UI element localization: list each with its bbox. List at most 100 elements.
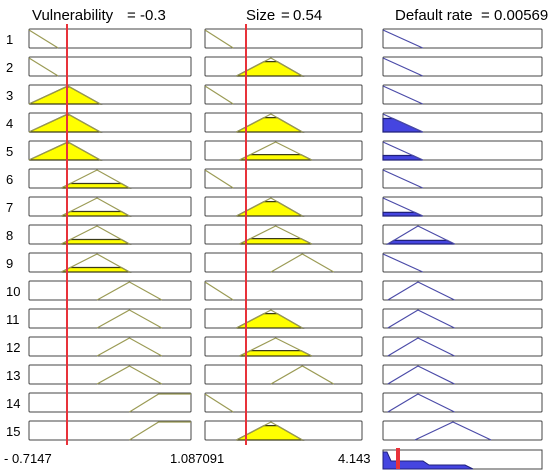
rule-size-cell[interactable] xyxy=(204,280,363,301)
rule-row: 11 xyxy=(6,308,543,329)
mf-box xyxy=(28,364,192,385)
rule-vulnerability-cell[interactable] xyxy=(28,280,192,301)
rule-default-cell[interactable] xyxy=(382,280,543,301)
membership-function xyxy=(387,225,455,245)
mf-box xyxy=(204,252,363,273)
rule-size-cell[interactable] xyxy=(204,168,363,189)
mf-box xyxy=(382,364,543,385)
aggregate-shape xyxy=(382,451,474,470)
membership-function xyxy=(387,309,455,329)
rule-number: 14 xyxy=(6,396,20,411)
rule-vulnerability-cell[interactable] xyxy=(28,140,192,161)
membership-function xyxy=(387,281,455,301)
rule-size-cell[interactable] xyxy=(204,84,363,105)
membership-function xyxy=(387,393,455,413)
rule-size-cell[interactable] xyxy=(204,392,363,413)
mf-box xyxy=(28,280,192,301)
membership-function xyxy=(96,281,163,301)
rule-default-cell[interactable] xyxy=(382,168,543,189)
mf-box xyxy=(204,280,363,301)
rule-size-cell[interactable] xyxy=(204,140,363,161)
rule-vulnerability-cell[interactable] xyxy=(28,364,192,385)
rule-vulnerability-cell[interactable] xyxy=(28,84,192,105)
membership-function xyxy=(61,169,130,189)
membership-function xyxy=(414,421,492,441)
rule-vulnerability-cell[interactable] xyxy=(28,168,192,189)
header-vulnerability-value: -0.3 xyxy=(140,7,166,24)
mf-fill xyxy=(239,350,313,357)
rule-vulnerability-cell[interactable] xyxy=(28,196,192,217)
rule-size-cell[interactable] xyxy=(204,252,363,273)
rule-row: 15 xyxy=(6,420,543,441)
mf-box xyxy=(382,308,543,329)
membership-function xyxy=(239,337,313,357)
rule-size-cell[interactable] xyxy=(204,420,363,441)
rule-default-cell[interactable] xyxy=(382,420,543,441)
header-vulnerability: Vulnerability xyxy=(32,7,114,24)
rule-default-cell[interactable] xyxy=(382,84,543,105)
mf-box xyxy=(28,336,192,357)
membership-function xyxy=(382,169,423,189)
rule-default-cell[interactable] xyxy=(382,392,543,413)
mf-box xyxy=(382,56,543,77)
membership-function xyxy=(129,421,191,441)
membership-function xyxy=(61,197,130,217)
rule-vulnerability-cell[interactable] xyxy=(28,224,192,245)
mf-box xyxy=(204,392,363,413)
header-size: Size xyxy=(246,7,275,24)
header-size-value: 0.54 xyxy=(293,7,322,24)
rule-size-cell[interactable] xyxy=(204,224,363,245)
rule-default-cell[interactable] xyxy=(382,56,543,77)
rule-vulnerability-cell[interactable] xyxy=(28,252,192,273)
membership-function xyxy=(204,85,234,105)
rule-row: 7 xyxy=(6,196,543,217)
rule-number: 8 xyxy=(6,228,13,243)
rule-default-cell[interactable] xyxy=(382,28,543,49)
membership-function xyxy=(204,169,234,189)
rule-size-cell[interactable] xyxy=(204,28,363,49)
rule-vulnerability-cell[interactable] xyxy=(28,56,192,77)
rule-default-cell[interactable] xyxy=(382,196,543,217)
mf-fill xyxy=(239,154,313,161)
rule-number: 12 xyxy=(6,340,20,355)
mf-box xyxy=(382,140,543,161)
rule-size-cell[interactable] xyxy=(204,308,363,329)
rule-size-cell[interactable] xyxy=(204,56,363,77)
membership-function xyxy=(204,393,234,413)
rule-vulnerability-cell[interactable] xyxy=(28,112,192,133)
rule-default-cell[interactable] xyxy=(382,140,543,161)
mf-fill xyxy=(61,210,132,217)
rule-size-cell[interactable] xyxy=(204,196,363,217)
mf-box xyxy=(382,392,543,413)
rule-row: 12 xyxy=(6,336,543,357)
rule-number: 2 xyxy=(6,60,13,75)
membership-function xyxy=(236,309,303,329)
membership-function xyxy=(382,85,423,105)
rule-row: 5 xyxy=(6,140,543,161)
mf-box xyxy=(382,84,543,105)
rule-vulnerability-cell[interactable] xyxy=(28,28,192,49)
rule-vulnerability-cell[interactable] xyxy=(28,420,192,441)
mf-box xyxy=(382,224,543,245)
rule-default-cell[interactable] xyxy=(382,364,543,385)
rule-default-cell[interactable] xyxy=(382,336,543,357)
mf-box xyxy=(28,392,192,413)
vulnerability-min: - 0.7147 xyxy=(4,451,52,466)
rule-number: 1 xyxy=(6,32,13,47)
membership-function xyxy=(28,57,59,77)
rule-size-cell[interactable] xyxy=(204,364,363,385)
rule-number: 3 xyxy=(6,88,13,103)
rule-row: 13 xyxy=(6,364,543,385)
rule-vulnerability-cell[interactable] xyxy=(28,392,192,413)
mf-fill xyxy=(61,266,132,273)
rule-default-cell[interactable] xyxy=(382,252,543,273)
rule-row: 4 xyxy=(6,112,543,133)
rule-default-cell[interactable] xyxy=(382,224,543,245)
rule-vulnerability-cell[interactable] xyxy=(28,308,192,329)
mf-box xyxy=(382,280,543,301)
rule-default-cell[interactable] xyxy=(382,308,543,329)
rule-size-cell[interactable] xyxy=(204,336,363,357)
rule-default-cell[interactable] xyxy=(382,112,543,133)
rule-vulnerability-cell[interactable] xyxy=(28,336,192,357)
rule-size-cell[interactable] xyxy=(204,112,363,133)
